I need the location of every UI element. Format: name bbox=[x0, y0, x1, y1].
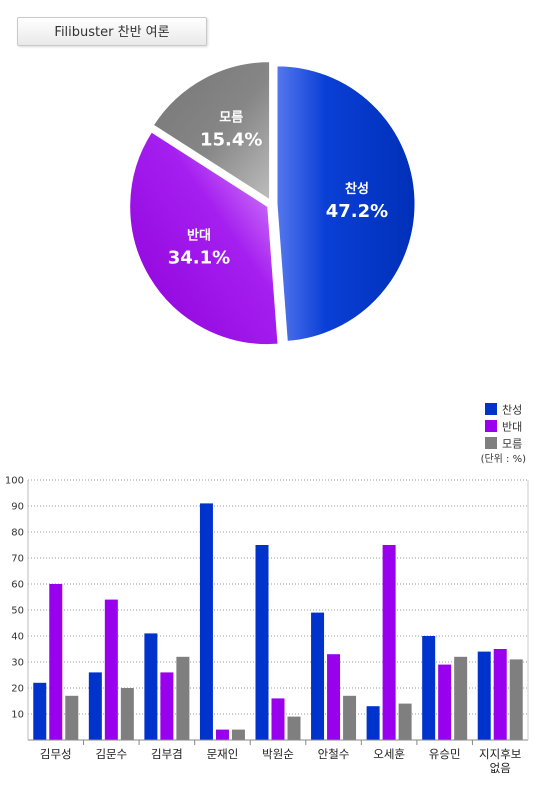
category-label-오세훈: 오세훈 bbox=[373, 747, 405, 761]
bar-김무성-반대 bbox=[49, 584, 63, 740]
chart-title: Filibuster 찬반 여론 bbox=[17, 17, 207, 46]
legend-label-모름: 모름 bbox=[502, 438, 522, 451]
bar-김문수-모름 bbox=[120, 688, 134, 740]
bar-오세훈-찬성 bbox=[366, 706, 380, 740]
pie-labels: 찬성 47.2% 반대 34.1% 모름 15.4% bbox=[168, 110, 388, 268]
category-label-김부겸: 김부겸 bbox=[151, 747, 183, 761]
unit-note: (단위 : %) bbox=[481, 452, 527, 465]
bar-유승민-찬성 bbox=[422, 636, 436, 740]
pie-slice-label-찬성: 찬성 bbox=[345, 181, 369, 197]
bar-문재인-찬성 bbox=[199, 503, 213, 740]
bar-지지후보-없음-반대 bbox=[493, 649, 507, 740]
bar-grid bbox=[28, 479, 528, 715]
bar-안철수-모름 bbox=[343, 695, 357, 740]
bar-김부겸-반대 bbox=[160, 672, 174, 740]
bar-박원순-반대 bbox=[271, 698, 285, 740]
bar-김부겸-모름 bbox=[176, 656, 190, 740]
bar-박원순-모름 bbox=[287, 716, 301, 740]
bar-지지후보-없음-찬성 bbox=[477, 651, 491, 740]
bar-유승민-모름 bbox=[454, 656, 468, 740]
y-tick-label-20: 20 bbox=[11, 684, 24, 695]
y-tick-label-10: 10 bbox=[11, 710, 24, 721]
y-tick-label-90: 90 bbox=[11, 502, 24, 513]
bar-오세훈-모름 bbox=[398, 703, 412, 740]
y-tick-label-50: 50 bbox=[11, 606, 24, 617]
category-label-김무성: 김무성 bbox=[40, 747, 72, 761]
bar-chart: 10 20 30 40 50 60 70 80 90 100 김무성 김문수 김부겸 문재인 박원순 안철수 오… bbox=[5, 403, 529, 775]
legend-label-반대: 반대 bbox=[502, 421, 522, 434]
bar-문재인-모름 bbox=[231, 729, 245, 740]
bar-김무성-찬성 bbox=[33, 682, 47, 740]
pie-slice-value-찬성: 47.2% bbox=[326, 201, 388, 222]
legend-swatch-모름 bbox=[485, 437, 497, 449]
pie-slice-찬성 bbox=[276, 65, 416, 342]
bar-axis: 10 20 30 40 50 60 70 80 90 100 김무성 김문수 김부겸 문재인 박원순 안철수 오… bbox=[5, 476, 529, 775]
category-label-지지후보-없음: 지지후보 없음 bbox=[479, 747, 521, 775]
pie-slice-label-반대: 반대 bbox=[187, 228, 211, 244]
bar-김부겸-찬성 bbox=[144, 633, 158, 740]
y-tick-label-70: 70 bbox=[11, 554, 24, 565]
legend-swatch-찬성 bbox=[485, 403, 497, 415]
bar-유승민-반대 bbox=[438, 664, 452, 740]
pie-slices bbox=[129, 61, 416, 346]
bar-안철수-찬성 bbox=[311, 612, 325, 740]
pie-slice-label-모름: 모름 bbox=[219, 110, 243, 125]
y-tick-label-80: 80 bbox=[11, 528, 24, 539]
bar-김문수-반대 bbox=[104, 599, 118, 740]
category-label-김문수: 김문수 bbox=[95, 747, 127, 761]
category-label-문재인: 문재인 bbox=[207, 747, 239, 761]
y-tick-label-40: 40 bbox=[11, 632, 24, 643]
category-label-유승민: 유승민 bbox=[429, 747, 461, 761]
pie-slice-value-모름: 15.4% bbox=[200, 129, 262, 150]
legend-label-찬성: 찬성 bbox=[502, 403, 522, 417]
bar-문재인-반대 bbox=[215, 729, 229, 740]
bar-지지후보-없음-모름 bbox=[509, 659, 523, 740]
pie-slice-모름 bbox=[152, 61, 271, 201]
y-tick-label-30: 30 bbox=[11, 658, 24, 669]
bar-오세훈-반대 bbox=[382, 545, 396, 740]
bar-김문수-찬성 bbox=[88, 672, 102, 740]
category-label-안철수: 안철수 bbox=[318, 747, 350, 761]
category-label-박원순: 박원순 bbox=[262, 747, 294, 761]
pie-chart: 찬성 47.2% 반대 34.1% 모름 15.4% bbox=[129, 61, 416, 346]
legend-swatch-반대 bbox=[485, 420, 497, 432]
y-tick-label-60: 60 bbox=[11, 580, 24, 591]
bar-김무성-모름 bbox=[65, 695, 79, 740]
pie-slice-반대 bbox=[129, 131, 279, 346]
bar-안철수-반대 bbox=[327, 654, 341, 740]
pie-slice-value-반대: 34.1% bbox=[168, 248, 230, 269]
y-tick-label-100: 100 bbox=[5, 476, 24, 487]
bar-박원순-찬성 bbox=[255, 545, 269, 740]
bar-bars bbox=[33, 503, 523, 740]
